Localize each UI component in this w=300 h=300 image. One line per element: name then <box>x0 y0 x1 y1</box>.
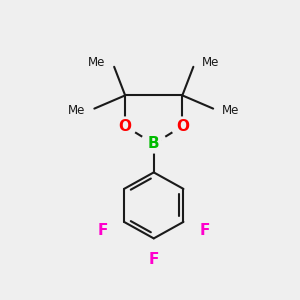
Text: F: F <box>148 252 159 267</box>
Text: O: O <box>119 119 132 134</box>
Text: B: B <box>148 136 160 151</box>
Text: F: F <box>199 223 209 238</box>
Text: O: O <box>176 119 189 134</box>
Text: Me: Me <box>88 56 105 69</box>
Text: Me: Me <box>202 56 220 69</box>
Text: Me: Me <box>68 104 86 117</box>
Text: F: F <box>98 223 108 238</box>
Text: Me: Me <box>222 104 239 117</box>
